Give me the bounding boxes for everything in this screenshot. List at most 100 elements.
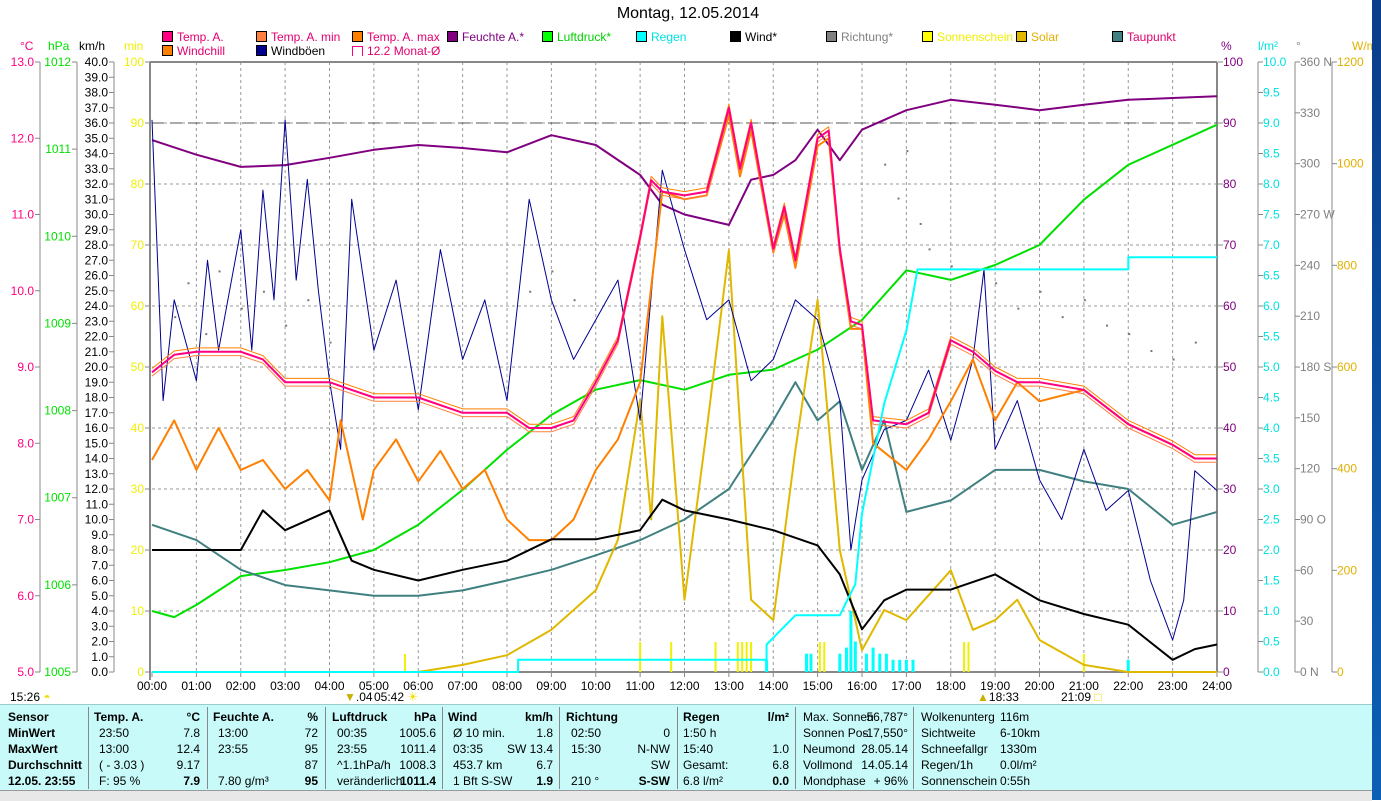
pct-tick-label: 60 [1223, 299, 1237, 313]
hpa-unit-label: hPa [48, 39, 70, 53]
kmh-tick-label: 29.0 [85, 223, 109, 237]
rain-tick-label: 8.5 [1263, 147, 1280, 161]
x-tick-label: 11:00 [626, 679, 655, 693]
deg-tick-label: 60 [1300, 563, 1314, 577]
legend-item: Windchill [162, 44, 225, 58]
legend-swatch [256, 45, 267, 56]
press-time: 23:55 [337, 742, 368, 756]
x-tick-label: 17:00 [891, 679, 921, 693]
wm2-tick-label: 200 [1337, 563, 1357, 577]
min-tick-label: 70 [131, 238, 145, 252]
temp-tick-label: 7.0 [17, 513, 34, 527]
moonrise-label: 18:33 [988, 690, 1019, 704]
legend-item: Luftdruck* [542, 30, 611, 44]
kmh-tick-label: 5.0 [91, 589, 108, 603]
pct-tick-label: 10 [1223, 604, 1237, 618]
kmh-tick-label: 40.0 [85, 55, 109, 69]
hum-value: 95 [304, 774, 318, 788]
astro-value: + 96% [873, 774, 908, 788]
min-tick-label: 60 [131, 299, 145, 313]
x-tick-label: 14:00 [758, 679, 788, 693]
weather-chart: 00:00 01:00 02:00 03:00 04:00 05:00 06:00 07:00… [11, 55, 1364, 693]
legend-swatch [447, 31, 458, 42]
legend-label: 12.2 Monat-Ø [367, 44, 441, 58]
rain-value: 1.0 [772, 742, 789, 756]
min-tick-label: 100 [124, 55, 144, 69]
legend-label: Feuchte A.* [462, 30, 525, 44]
kmh-tick-label: 16.0 [85, 421, 109, 435]
legend-item: Richtung* [826, 30, 893, 44]
rain-tick-label: 3.0 [1263, 482, 1280, 496]
summary-panel: Sensor MinWert MaxWert Durchschnitt 12.05. 2… [0, 704, 1372, 791]
hum-time: 7.80 g/m³ [218, 774, 269, 788]
rain-tick-label: 4.5 [1263, 391, 1280, 405]
astro-value: -17,550° [862, 726, 909, 740]
hum-time: 23:55 [218, 742, 249, 756]
legend-item: Regen [636, 30, 686, 44]
astro-label: Vollmond [803, 758, 853, 772]
kmh-tick-label: 9.0 [91, 528, 108, 542]
legend-swatch [352, 31, 363, 42]
legend-item: Sonnenschein [922, 30, 1013, 44]
header-hum: Feuchte A. [213, 710, 274, 724]
misc-value: 116m [1000, 710, 1030, 724]
direction-dot [995, 282, 998, 285]
temp-tick-label: 9.0 [17, 360, 34, 374]
kmh-tick-label: 17.0 [85, 406, 109, 420]
rain-tick-label: 7.5 [1263, 208, 1280, 222]
direction-dot [1128, 333, 1131, 336]
legend-item: 12.2 Monat-Ø [352, 44, 440, 58]
press-value: 1008.3 [399, 758, 436, 772]
divider [795, 707, 796, 789]
temp-tick-label: 8.0 [17, 436, 34, 450]
kmh-tick-label: 32.0 [85, 177, 109, 191]
kmh-tick-label: 26.0 [85, 269, 109, 283]
rain-tick-label: 9.0 [1263, 116, 1280, 130]
direction-dot [329, 341, 332, 344]
legend-swatch [636, 31, 647, 42]
press-time: 00:35 [337, 726, 368, 740]
min-tick-label: 0 [137, 665, 144, 679]
temp-tick-label: 10.0 [11, 284, 35, 298]
misc-label: Sichtweite [921, 726, 976, 740]
pct-unit-label: % [1221, 39, 1232, 53]
divider [325, 707, 326, 789]
misc-value: 1330m [1000, 742, 1037, 756]
kmh-tick-label: 34.0 [85, 147, 109, 161]
temp-time: ( - 3.03 ) [99, 758, 145, 772]
x-tick-label: 16:00 [847, 679, 877, 693]
deg-tick-label: 360 N [1300, 55, 1332, 69]
hpa-tick-label: 1012 [44, 55, 71, 69]
dir-time: 02:50 [571, 726, 602, 740]
direction-dot [897, 197, 900, 200]
kmh-tick-label: 30.0 [85, 208, 109, 222]
kmh-tick-label: 1.0 [91, 650, 108, 664]
divider [677, 707, 678, 789]
wind-value: 1.8 [536, 726, 553, 740]
rain-tick-label: 5.5 [1263, 330, 1280, 344]
deg-tick-label: 90 O [1300, 513, 1326, 527]
rain-time: 1:50 h [683, 726, 717, 740]
series-temp-a- [151, 106, 1217, 460]
legend-item: Temp. A. max [352, 30, 440, 44]
astro-value: 28.05.14 [861, 742, 908, 756]
min-unit-label: min [124, 39, 144, 53]
pct-tick-label: 0 [1223, 665, 1230, 679]
pct-tick-label: 20 [1223, 543, 1237, 557]
kmh-tick-label: 6.0 [91, 574, 108, 588]
header-wind: Wind [448, 710, 478, 724]
kmh-tick-label: 36.0 [85, 116, 109, 130]
kmh-tick-label: 23.0 [85, 314, 109, 328]
rain-tick-label: 2.0 [1263, 543, 1280, 557]
pct-tick-label: 40 [1223, 421, 1237, 435]
astro-label: Mondphase [803, 774, 866, 788]
legend-label: Wind* [745, 30, 778, 44]
divider [88, 707, 89, 789]
kmh-tick-label: 4.0 [91, 604, 108, 618]
pct-tick-label: 90 [1223, 116, 1237, 130]
x-tick-label: 10:00 [581, 679, 611, 693]
rain-tick-label: 4.0 [1263, 421, 1280, 435]
misc-label: Wolkenunterg [921, 710, 995, 724]
legend-item: Taupunkt [1112, 30, 1176, 44]
sunrise-label: 05:42 [374, 690, 405, 704]
